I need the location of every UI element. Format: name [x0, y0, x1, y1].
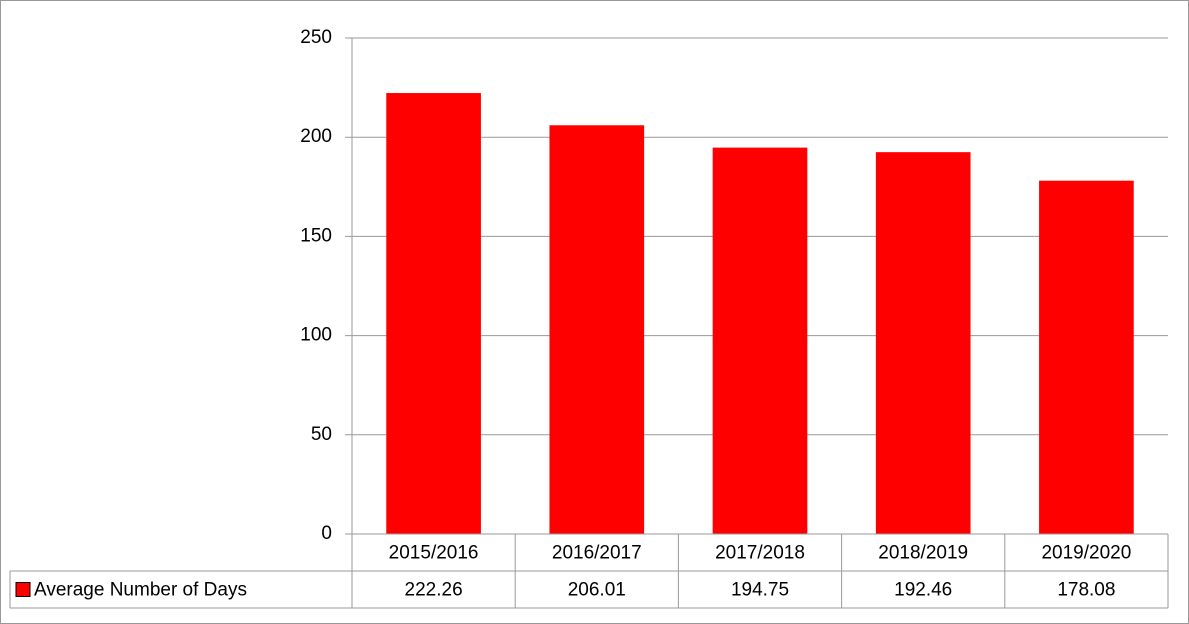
bar: [549, 125, 645, 535]
y-tick-label: 200: [300, 126, 332, 147]
x-tick-label: 2019/2020: [1041, 543, 1131, 564]
x-tick-label: 2016/2017: [552, 543, 642, 564]
table-value: 206.01: [568, 580, 626, 601]
x-tick-label: 2018/2019: [878, 543, 968, 564]
y-tick-label: 50: [311, 424, 332, 445]
bar: [875, 152, 971, 534]
table-value: 178.08: [1057, 580, 1115, 601]
bar: [386, 93, 481, 534]
x-tick-label: 2015/2016: [389, 543, 479, 564]
legend-swatch: [15, 582, 31, 597]
bar: [1039, 180, 1134, 535]
y-tick-label: 150: [300, 225, 332, 246]
y-tick-label: 0: [321, 523, 332, 544]
legend-label: Average Number of Days: [34, 580, 247, 601]
y-tick-label: 100: [300, 325, 332, 346]
bar: [712, 147, 808, 534]
x-tick-label: 2017/2018: [715, 543, 805, 564]
table-value: 194.75: [731, 580, 789, 601]
y-tick-label: 250: [300, 27, 332, 48]
table-value: 222.26: [405, 580, 463, 601]
table-value: 192.46: [894, 580, 952, 601]
